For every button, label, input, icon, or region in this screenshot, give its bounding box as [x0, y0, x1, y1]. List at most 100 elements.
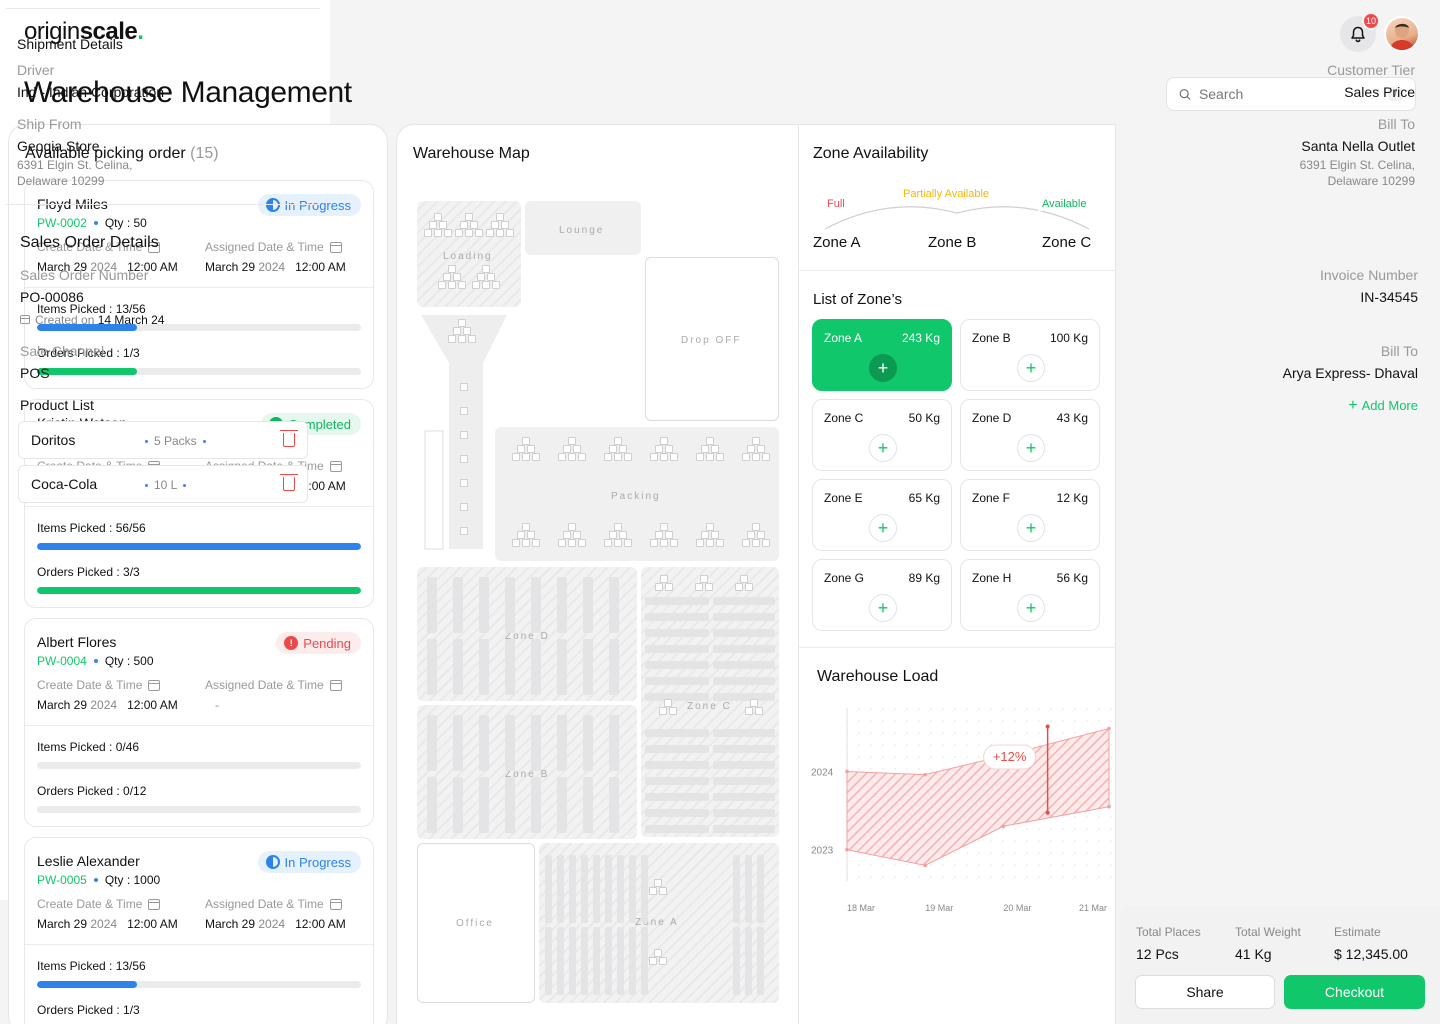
order-card[interactable]: Leslie Alexander PW-0005 Qty : 1000 In Pr… [24, 837, 374, 1024]
zone-card-weight: 89 Kg [908, 571, 940, 585]
items-picked-label: Items Picked : 56/56 [37, 521, 146, 535]
product-qty: 5 Packs [139, 434, 212, 448]
calendar-icon [148, 679, 161, 691]
zone-card-zone-h[interactable]: Zone H 56 Kg + [960, 559, 1100, 631]
zone-card-zone-a[interactable]: Zone A 243 Kg + [812, 319, 952, 391]
trash-icon[interactable] [280, 474, 298, 491]
map-zone-office[interactable]: Office [417, 843, 535, 1003]
plus-icon[interactable]: + [869, 514, 897, 542]
box-icon [752, 437, 760, 445]
bell-icon [1351, 26, 1365, 42]
box-icon [434, 229, 442, 237]
grid-dot [1026, 864, 1028, 866]
plus-icon[interactable]: + [1017, 434, 1045, 462]
order-card[interactable]: Albert Flores PW-0004 Qty : 500 ! Pending … [24, 618, 374, 827]
map-zone-d[interactable]: Zone D [417, 567, 637, 701]
grid-dot [1026, 708, 1028, 710]
map-zone-dropoff[interactable]: Drop OFF [645, 257, 779, 421]
map-label-dropoff: Drop OFF [681, 335, 742, 346]
plus-icon[interactable]: + [1017, 514, 1045, 542]
share-button[interactable]: Share [1135, 975, 1275, 1009]
plus-icon[interactable]: + [869, 434, 897, 462]
availability-zone-a: Zone A [813, 234, 861, 251]
box-icon [487, 273, 495, 281]
rack [557, 577, 567, 633]
items-picked-label: Items Picked : 0/46 [37, 740, 139, 754]
rack [609, 715, 619, 771]
driver-value: Ind - Indian Corporation [17, 84, 165, 100]
map-zone-lounge[interactable]: Lounge [525, 201, 641, 255]
grid-dot [870, 720, 872, 722]
grid-dot [966, 852, 968, 854]
grid-dot [1062, 828, 1064, 830]
rack [645, 677, 709, 685]
product-list-label: Product List [20, 397, 94, 413]
grid-dot [906, 756, 908, 758]
zone-card-name: Zone A [824, 331, 863, 345]
avatar[interactable] [1384, 16, 1420, 52]
zone-card-zone-c[interactable]: Zone C 50 Kg + [812, 399, 952, 471]
box-icon [742, 453, 750, 461]
zone-card-zone-d[interactable]: Zone D 43 Kg + [960, 399, 1100, 471]
search-bar[interactable]: / [1166, 77, 1416, 111]
grid-dot [882, 756, 884, 758]
grid-dot [954, 732, 956, 734]
plus-icon[interactable]: + [1017, 594, 1045, 622]
plus-icon[interactable]: + [869, 354, 897, 382]
assigned-date-label: Assigned Date & Time [205, 678, 342, 692]
grid-dot [858, 864, 860, 866]
box-icon [735, 583, 743, 591]
box-icon [665, 445, 673, 453]
grid-dot [1110, 708, 1112, 710]
order-id[interactable]: PW-0005 [37, 873, 87, 887]
zone-availability-title: Zone Availability [813, 145, 929, 162]
trash-icon[interactable] [280, 430, 298, 447]
zone-card-zone-e[interactable]: Zone E 65 Kg + [812, 479, 952, 551]
map-zone-b[interactable]: Zone B [417, 705, 637, 839]
grid-dot [882, 768, 884, 770]
zone-card-zone-g[interactable]: Zone G 89 Kg + [812, 559, 952, 631]
divider [25, 506, 373, 507]
add-more-button[interactable]: + Add More [1348, 397, 1418, 415]
search-input[interactable] [1198, 86, 1380, 102]
separator-dot [202, 440, 206, 443]
zone-card-name: Zone C [824, 411, 864, 425]
create-date-value: March 29 2024 12:00 AM [37, 698, 178, 712]
items-picked-label-text: Items Picked : [37, 521, 116, 535]
order-qty: Qty : 50 [104, 216, 147, 230]
status-icon [265, 855, 280, 869]
map-zone-packing[interactable]: Packing [495, 427, 779, 561]
order-id[interactable]: PW-0002 [37, 216, 87, 230]
warehouse-map[interactable]: Loading Lounge Drop OFF Packing Zone D Z… [415, 199, 783, 1005]
brand-logo-dot: . [137, 18, 144, 45]
grid-dot [1110, 840, 1112, 842]
grid-dot [1026, 828, 1028, 830]
calendar-icon [329, 241, 342, 253]
grid-dot [1098, 828, 1100, 830]
plus-icon[interactable]: + [1017, 354, 1045, 382]
items-picked-label: Items Picked : 13/56 [37, 959, 146, 973]
order-card[interactable]: Floyd Miles PW-0002 Qty : 50 In Progress … [24, 180, 374, 389]
box-icon [517, 531, 525, 539]
box-icon [757, 445, 765, 453]
order-id[interactable]: PW-0004 [37, 654, 87, 668]
grid-dot [894, 876, 896, 878]
box-icon [460, 221, 468, 229]
grid-dot [1110, 828, 1112, 830]
zone-card-zone-b[interactable]: Zone B 100 Kg + [960, 319, 1100, 391]
checkout-button[interactable]: Checkout [1284, 975, 1425, 1009]
plus-icon[interactable]: + [869, 594, 897, 622]
box-icon [700, 575, 708, 583]
product-row[interactable]: Coca-Cola 10 L [18, 465, 308, 503]
grid-dot [1098, 708, 1100, 710]
zone-card-name: Zone G [824, 571, 865, 585]
zone-card-zone-f[interactable]: Zone F 12 Kg + [960, 479, 1100, 551]
zone-card-name: Zone D [972, 411, 1012, 425]
box-icon [468, 335, 476, 343]
product-row[interactable]: Doritos 5 Packs [18, 421, 308, 459]
grid-dot [1050, 828, 1052, 830]
zone-card-name: Zone E [824, 491, 863, 505]
rack [713, 777, 775, 785]
rack [531, 639, 541, 695]
brand-logo[interactable]: originscale. [24, 18, 144, 46]
